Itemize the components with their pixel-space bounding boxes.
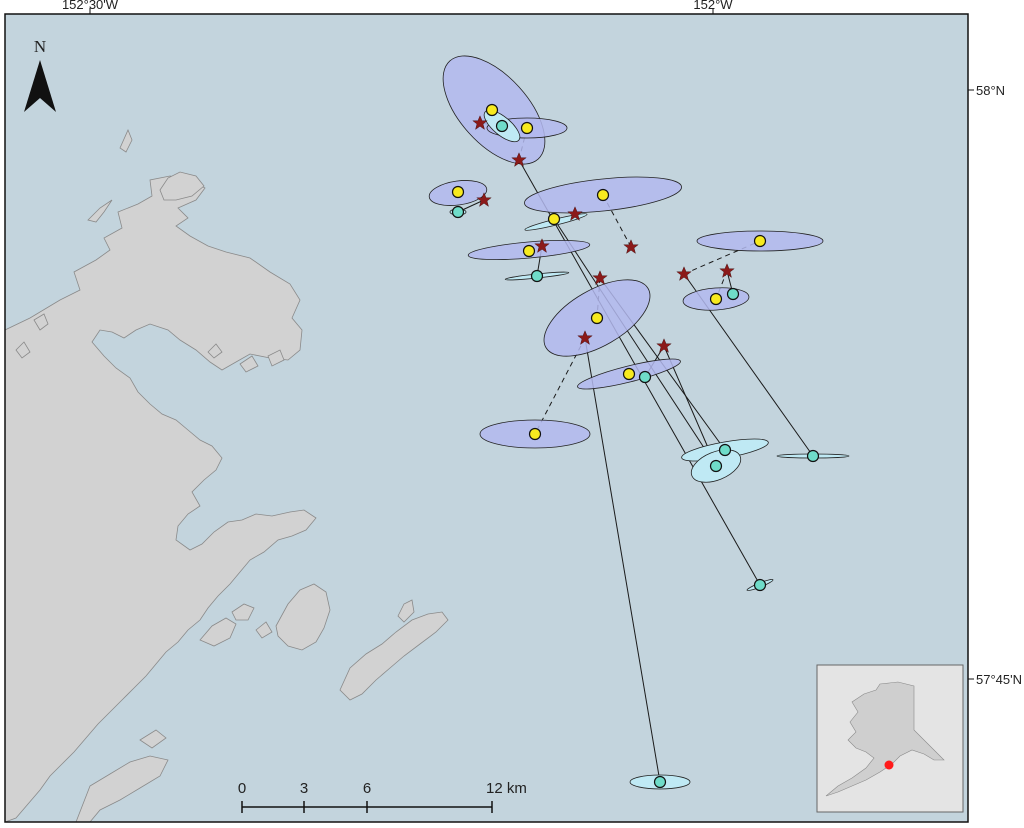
coastal-islets [15,313,285,373]
lon-label-east: 152°W [693,0,733,12]
yellow-circle-markers [451,103,767,441]
island-3 [199,603,273,647]
lon-label-west: 152°30'W [62,0,119,12]
cyan-circle-markers [451,119,820,789]
north-arrow-icon [24,60,56,112]
mainland-landmass [5,175,317,822]
scale-tick-12: 12 km [486,780,527,797]
island-1 [275,583,331,651]
scale-bar [241,801,493,813]
lat-label-south: 57°45'N [976,672,1022,687]
island-2 [339,599,449,701]
north-label: N [34,37,46,56]
southwest-landmass [75,729,169,822]
inset-alaska-landmass [825,681,945,797]
scale-tick-0: 0 [238,780,246,797]
inset-location-dot [884,760,894,770]
north-peninsula [87,128,205,223]
lat-label-north: 58°N [976,83,1005,98]
graticule-ticks [89,8,974,680]
scale-tick-3: 3 [300,780,308,797]
inset-map [816,664,964,813]
scale-tick-6: 6 [363,780,371,797]
map-frame [4,13,969,823]
